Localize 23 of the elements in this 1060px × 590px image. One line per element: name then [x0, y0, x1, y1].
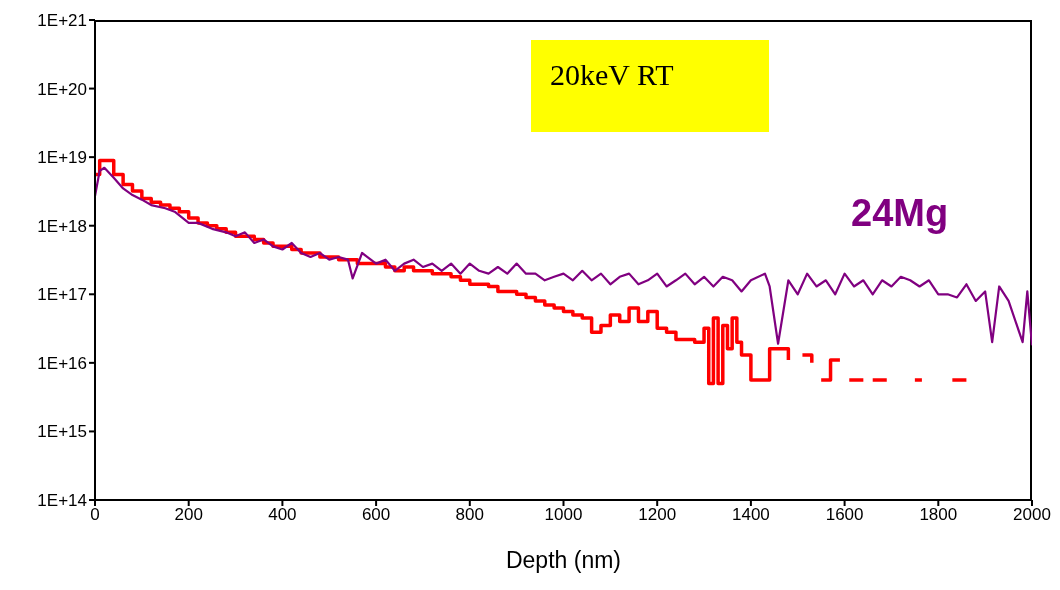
- line-series: [95, 166, 1032, 347]
- x-tick-label: 1400: [731, 505, 770, 525]
- y-tick-label: 1E+15: [37, 422, 87, 442]
- y-tick-label: 1E+14: [37, 491, 87, 511]
- x-tick-label: 1200: [638, 505, 677, 525]
- x-tick-label: 2000: [1013, 505, 1051, 525]
- x-tick-label: 200: [174, 505, 203, 525]
- y-tick-label: 1E+16: [37, 353, 87, 373]
- x-tick-label: 0: [90, 505, 100, 525]
- y-tick-label: 1E+18: [37, 216, 87, 236]
- x-tick-label: 1000: [544, 505, 583, 525]
- x-tick-label: 1800: [919, 505, 958, 525]
- x-tick-label: 800: [455, 505, 484, 525]
- y-tick-label: 1E+17: [37, 285, 87, 305]
- x-tick-label: 400: [268, 505, 297, 525]
- y-tick-label: 1E+20: [37, 79, 87, 99]
- x-tick-label: 1600: [825, 505, 864, 525]
- x-tick-label: 600: [361, 505, 391, 525]
- x-axis-title: Depth (nm): [505, 547, 622, 573]
- series-label: 24Mg: [851, 192, 949, 235]
- y-tick-label: 1E+19: [37, 148, 87, 168]
- y-tick-label: 1E+21: [37, 11, 87, 31]
- annotation: 20keV RT: [550, 58, 674, 92]
